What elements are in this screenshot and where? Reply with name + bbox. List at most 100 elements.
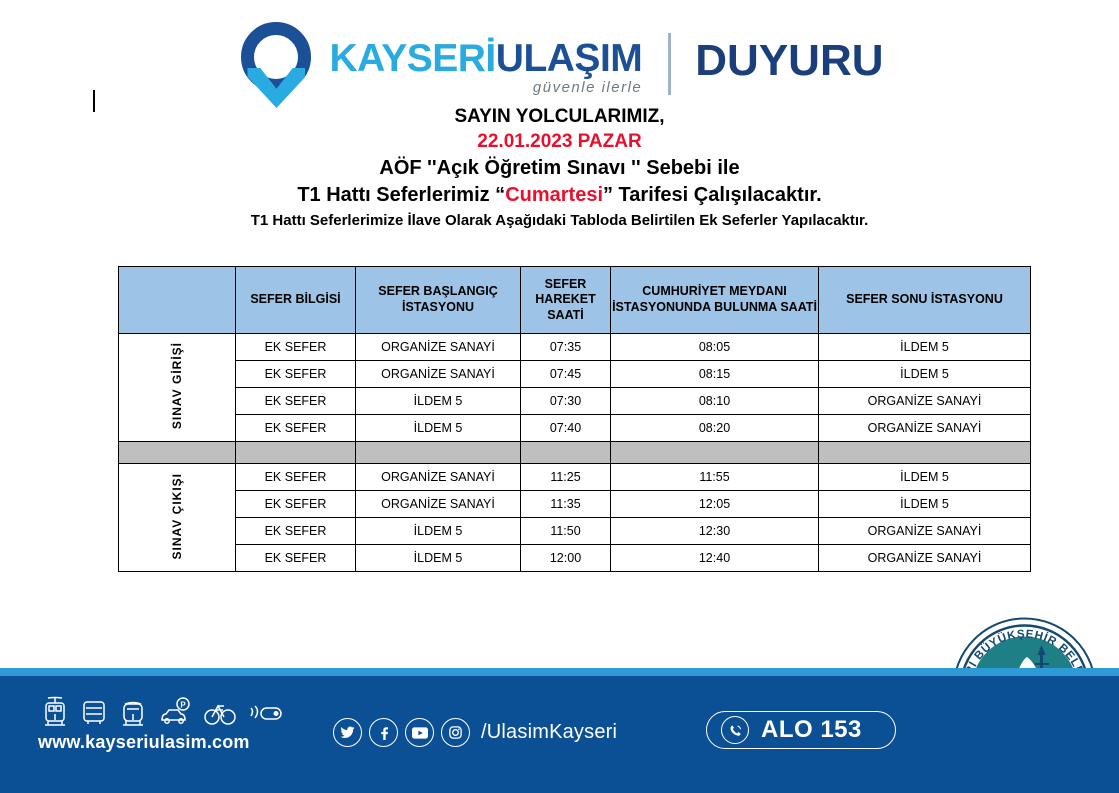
train-icon [120,696,146,728]
cell: EK SEFER [235,463,356,491]
brand-name-ulasim: ULAŞIM [495,36,643,80]
brand-slogan: güvenle ilerle [532,78,643,96]
table-row: EK SEFER ORGANİZE SANAYİ 11:35 12:05 İLD… [119,490,1031,518]
footer-accent-strip [0,668,1119,676]
table-header-cell-2: SEFER BAŞLANGIÇ İSTASYONU [355,266,521,334]
cell: 08:05 [610,333,819,361]
social-links: /UlasimKayseri [333,718,617,747]
spacer-cell [610,441,819,464]
cell: 08:15 [610,360,819,388]
cell: 11:55 [610,463,819,491]
cell: ORGANİZE SANAYİ [355,333,521,361]
cell: 12:30 [610,517,819,545]
youtube-icon[interactable] [405,718,434,747]
cell: ORGANİZE SANAYİ [355,463,521,491]
cell: 12:40 [610,544,819,572]
spacer-cell [818,441,1031,464]
cell: İLDEM 5 [355,517,521,545]
location-pin-logo-icon [235,20,319,108]
tram-icon [42,696,68,728]
cell: İLDEM 5 [355,414,521,442]
cell: 12:00 [520,544,611,572]
website-block: P [38,694,283,753]
cell: ORGANİZE SANAYİ [818,544,1031,572]
svg-text:P: P [180,701,186,710]
announcement-line-3: AÖF ''Açık Öğretim Sınavı '' Sebebi ile [379,156,740,179]
cell: 07:30 [520,387,611,415]
cell: İLDEM 5 [355,387,521,415]
table-body: SINAV GİRİŞİ EK SEFER ORGANİZE SANAYİ 07… [118,333,1031,572]
table-row: EK SEFER İLDEM 5 11:50 12:30 ORGANİZE SA… [119,517,1031,545]
spacer-cell [355,441,521,464]
bicycle-icon [204,696,236,728]
cell: İLDEM 5 [818,333,1031,361]
contactless-card-icon [249,696,283,728]
table-row: SINAV ÇIKIŞI EK SEFER ORGANİZE SANAYİ 11… [118,463,1031,572]
cell: İLDEM 5 [818,360,1031,388]
footer-bar: P [0,676,1119,793]
schedule-table: SEFER BİLGİSİ SEFER BAŞLANGIÇ İSTASYONU … [118,266,1031,572]
group-label-sinav-girisi: SINAV GİRİŞİ [118,333,236,442]
cell: 12:05 [610,490,819,518]
cell: ORGANİZE SANAYİ [818,414,1031,442]
bus-icon [81,696,107,728]
table-head: SEFER BİLGİSİ SEFER BAŞLANGIÇ İSTASYONU … [118,266,1031,334]
cell: İLDEM 5 [355,544,521,572]
table-spacer-row [118,441,1031,464]
announcement-date: 22.01.2023 PAZAR [477,131,642,153]
cell: EK SEFER [235,517,356,545]
table-row: EK SEFER İLDEM 5 07:30 08:10 ORGANİZE SA… [119,387,1031,415]
poster-header: KAYSERİULAŞIM güvenle ilerle DUYURU [0,18,1119,110]
brand-text-block: KAYSERİULAŞIM güvenle ilerle [329,33,642,96]
cell: İLDEM 5 [818,490,1031,518]
cell: 07:40 [520,414,611,442]
announcement-text-block: SAYIN YOLCULARIMIZ, 22.01.2023 PAZAR AÖF… [0,104,1119,231]
table-row: EK SEFER İLDEM 5 12:00 12:40 ORGANİZE SA… [119,544,1031,572]
brand-lockup: KAYSERİULAŞIM güvenle ilerle DUYURU [235,20,884,108]
cell: EK SEFER [235,360,356,388]
announcement-line-1: SAYIN YOLCULARIMIZ, [454,106,665,127]
cell: EK SEFER [235,544,356,572]
table-header-cell-0 [118,266,236,334]
cell: 08:10 [610,387,819,415]
twitter-icon[interactable] [333,718,362,747]
schedule-table-wrapper: SEFER BİLGİSİ SEFER BAŞLANGIÇ İSTASYONU … [118,266,1031,572]
cell: ORGANİZE SANAYİ [355,490,521,518]
social-handle[interactable]: /UlasimKayseri [481,721,618,743]
table-header-row: SEFER BİLGİSİ SEFER BAŞLANGIÇ İSTASYONU … [118,266,1031,334]
cell: İLDEM 5 [818,463,1031,491]
table-header-cell-1: SEFER BİLGİSİ [235,266,356,334]
cell: EK SEFER [235,387,356,415]
line4-suffix: ” Tarifesi Çalışılacaktır. [603,183,822,206]
document-type-title: DUYURU [695,36,884,85]
spacer-cell [520,441,611,464]
text-cursor-artifact [93,90,95,112]
group-label-sinav-cikisi: SINAV ÇIKIŞI [118,463,236,572]
cell: ORGANİZE SANAYİ [818,387,1031,415]
cell: ORGANİZE SANAYİ [355,360,521,388]
spacer-cell [118,441,236,464]
car-park-icon: P [159,696,191,728]
cell: 07:35 [520,333,611,361]
facebook-icon[interactable] [369,718,398,747]
table-row: EK SEFER İLDEM 5 07:40 08:20 ORGANİZE SA… [119,414,1031,442]
table-row: SINAV GİRİŞİ EK SEFER ORGANİZE SANAYİ 07… [118,333,1031,442]
cell: 11:50 [520,517,611,545]
spacer-cell [235,441,356,464]
brand-divider [668,33,672,95]
group-label-text: SINAV GİRİŞİ [170,342,184,430]
cell: ORGANİZE SANAYİ [818,517,1031,545]
line4-highlight: Cumartesi [505,183,603,206]
announcement-line-5: T1 Hattı Seferlerimize İlave Olarak Aşağ… [250,211,869,229]
cell: 07:45 [520,360,611,388]
table-header-cell-3: SEFER HAREKET SAATİ [520,266,611,334]
phone-icon [721,716,749,744]
line4-prefix: T1 Hattı Seferlerimiz “ [297,183,506,206]
website-url[interactable]: www.kayseriulasim.com [38,732,250,752]
instagram-icon[interactable] [441,718,470,747]
cell: 11:35 [520,490,611,518]
hotline-button[interactable]: ALO 153 [706,711,896,749]
hotline-label: ALO 153 [761,716,862,743]
group-label-text: SINAV ÇIKIŞI [170,472,184,560]
